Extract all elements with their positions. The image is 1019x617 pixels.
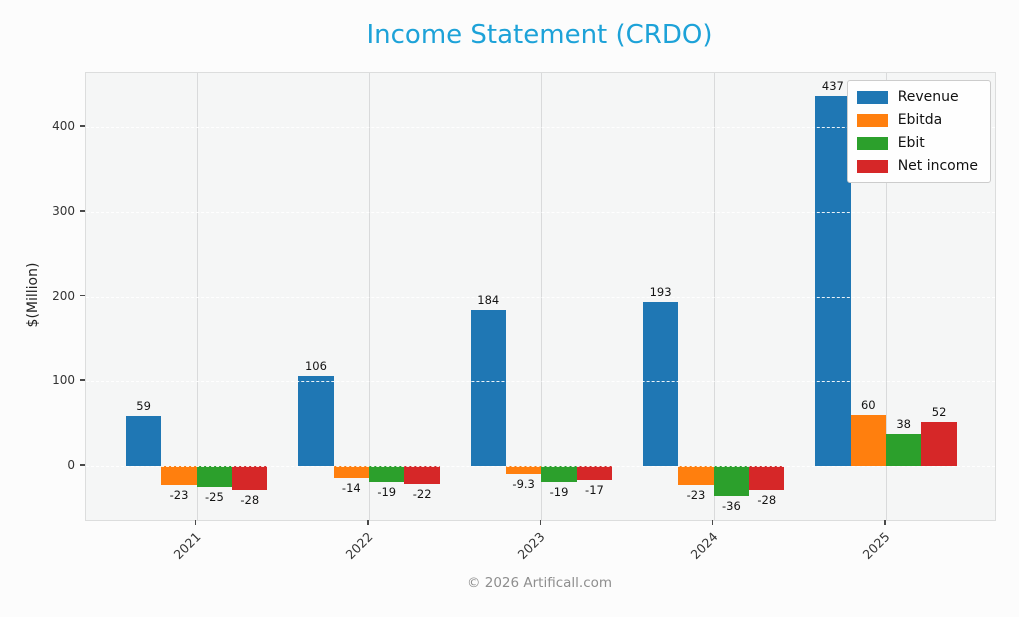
bar-value-label-revenue-2021: 59	[136, 398, 151, 413]
y-tick-label-100: 100	[52, 373, 75, 388]
gridline-y-100	[86, 381, 995, 383]
bar-ebit-2025	[886, 433, 922, 466]
legend-item-net-income: Net income	[856, 157, 978, 175]
legend-swatch-ebit	[856, 136, 888, 150]
y-tick-mark-0	[80, 464, 85, 466]
footer-credit: © 2026 Artificall.com	[466, 575, 613, 591]
y-tick-mark-300	[80, 210, 85, 212]
bar-ebitda-2023	[505, 465, 542, 474]
legend-label-ebitda: Ebitda	[897, 112, 943, 128]
bar-net-income-2021	[232, 465, 268, 490]
bar-net-income-2025	[921, 421, 957, 466]
bar-value-label-ebit-2025: 38	[896, 416, 912, 431]
bar-ebit-2023	[541, 465, 577, 482]
bar-value-label-revenue-2023: 184	[477, 293, 500, 308]
bar-net-income-2023	[576, 465, 613, 481]
x-tick-mark-2022	[367, 520, 369, 525]
bar-revenue-2022	[298, 376, 334, 466]
y-tick-label-200: 200	[52, 288, 75, 303]
bar-value-label-ebit-2023: -19	[549, 484, 569, 499]
bar-net-income-2024	[749, 465, 785, 490]
y-tick-label-0: 0	[67, 457, 75, 472]
legend-swatch-revenue	[856, 90, 888, 104]
bar-value-label-ebitda-2024: -23	[686, 488, 706, 503]
gridline-y-200	[86, 296, 995, 298]
bar-ebit-2024	[713, 465, 750, 497]
bar-ebitda-2025	[850, 415, 886, 466]
gridline-y-300	[86, 211, 995, 213]
bar-revenue-2025	[815, 95, 851, 466]
bar-ebit-2021	[196, 465, 233, 487]
gridline-y-400	[86, 127, 995, 129]
legend-item-revenue: Revenue	[856, 88, 978, 106]
y-tick-label-300: 300	[52, 203, 75, 218]
x-tick-label-2021: 2021	[170, 529, 204, 563]
bar-value-label-ebit-2024: -36	[721, 499, 741, 514]
bar-value-label-revenue-2024: 193	[649, 285, 672, 300]
bar-ebitda-2022	[333, 465, 370, 478]
bar-value-label-ebitda-2021: -23	[169, 488, 189, 503]
bar-value-label-ebit-2022: -19	[377, 484, 397, 499]
legend-item-ebitda: Ebitda	[856, 111, 978, 129]
y-tick-mark-200	[80, 294, 85, 297]
bar-value-label-net-income-2023: -17	[585, 483, 604, 498]
x-tick-label-2025: 2025	[859, 529, 893, 563]
bar-value-label-ebitda-2023: -9.3	[512, 476, 535, 491]
x-tick-mark-2024	[711, 520, 714, 525]
x-tick-mark-2025	[884, 520, 886, 525]
bar-revenue-2021	[125, 415, 162, 466]
bar-value-label-net-income-2024: -28	[757, 492, 777, 507]
legend-swatch-net-income	[856, 159, 888, 173]
bar-revenue-2024	[642, 302, 679, 466]
legend-label-revenue: Revenue	[897, 89, 959, 105]
bar-value-label-ebitda-2025: 60	[860, 398, 876, 413]
bar-value-label-net-income-2022: -22	[412, 487, 432, 502]
plot-area: 59 106 184 193 437 -23 -14 -9.3 -23 60 -25 -19 -19 -3…	[85, 72, 996, 521]
legend-label-ebit: Ebit	[897, 135, 925, 151]
chart-title: Income Statement (CRDO)	[366, 20, 713, 50]
bar-ebitda-2021	[161, 465, 197, 486]
legend: Revenue Ebitda Ebit Net income	[846, 80, 991, 183]
gridline-y-0	[86, 465, 995, 467]
legend-swatch-ebitda	[856, 113, 888, 127]
x-tick-mark-2023	[539, 520, 542, 525]
y-tick-mark-400	[80, 125, 85, 127]
x-tick-mark-2021	[195, 520, 197, 525]
bar-value-label-ebitda-2022: -14	[341, 480, 361, 495]
bar-value-label-net-income-2025: 52	[931, 404, 947, 419]
bar-ebitda-2024	[678, 465, 714, 486]
bar-value-label-ebit-2021: -25	[204, 489, 224, 504]
bar-value-label-revenue-2022: 106	[304, 359, 327, 374]
x-tick-label-2024: 2024	[687, 529, 721, 563]
bar-value-label-revenue-2025: 437	[821, 78, 844, 93]
y-tick-label-400: 400	[52, 119, 75, 134]
legend-item-ebit: Ebit	[856, 134, 978, 152]
bar-value-label-net-income-2021: -28	[240, 492, 260, 507]
y-tick-mark-100	[80, 379, 85, 381]
bar-net-income-2022	[404, 465, 440, 485]
x-tick-label-2023: 2023	[514, 529, 548, 563]
bar-ebit-2022	[369, 465, 405, 482]
legend-label-net-income: Net income	[897, 158, 978, 174]
x-tick-label-2022: 2022	[342, 529, 376, 563]
bar-revenue-2023	[470, 310, 506, 466]
